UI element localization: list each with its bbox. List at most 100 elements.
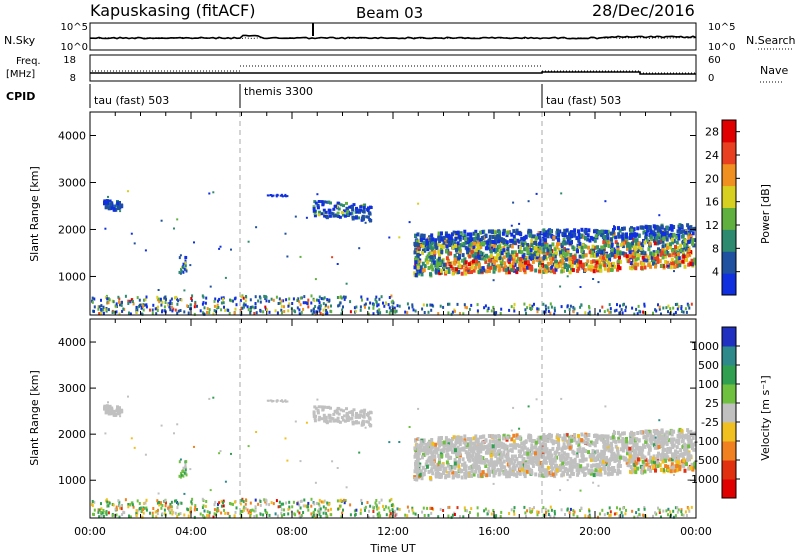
power-cell — [564, 309, 566, 313]
velocity-cell — [643, 506, 646, 509]
power-cell — [686, 223, 690, 228]
velocity-cell — [465, 442, 469, 447]
velocity-cell — [606, 445, 610, 450]
velocity-cell — [597, 435, 601, 440]
power-cell — [208, 192, 211, 195]
velocity-cell — [649, 434, 653, 439]
power-cell — [563, 253, 567, 258]
velocity-cell — [445, 448, 449, 453]
power-cell — [321, 203, 325, 207]
power-cell — [429, 303, 432, 307]
power-cell — [472, 245, 476, 250]
velocity-cell — [91, 500, 94, 503]
velocity-cell — [418, 472, 422, 477]
velocity-cell — [182, 466, 185, 470]
power-cell — [429, 264, 433, 269]
power-cell — [618, 255, 621, 260]
power-cell — [408, 306, 410, 310]
power-cell — [348, 212, 352, 216]
power-cell — [217, 299, 219, 303]
velocity-cell — [312, 412, 316, 416]
velocity-cell — [631, 509, 634, 513]
power-cell — [328, 299, 331, 303]
velocity-cell — [557, 452, 561, 456]
velocity-cell — [130, 501, 133, 505]
velocity-cell — [636, 431, 640, 435]
velocity-cell — [500, 510, 503, 514]
velocity-cell — [562, 451, 566, 456]
power-cell — [276, 311, 279, 315]
velocity-cell — [505, 458, 509, 462]
power-cell — [617, 234, 621, 239]
power-cell — [577, 266, 581, 271]
velocity-cell — [643, 469, 647, 474]
power-cell — [625, 305, 627, 309]
power-cell — [576, 248, 579, 250]
power-cell — [674, 260, 678, 265]
velocity-cell — [315, 513, 318, 517]
velocity-cell — [533, 445, 537, 450]
power-cell — [478, 262, 481, 267]
power-cell — [536, 307, 539, 311]
velocity-cell — [536, 513, 539, 517]
velocity-cell — [662, 441, 666, 446]
velocity-cell — [428, 448, 432, 452]
power-cell — [680, 307, 683, 310]
power-cell — [246, 305, 249, 309]
velocity-cell — [660, 515, 662, 519]
power-cell — [437, 236, 441, 241]
power-cell — [158, 300, 161, 304]
velocity-cell — [492, 452, 496, 457]
power-cell — [652, 311, 654, 315]
velocity-cell — [608, 467, 611, 472]
velocity-cell — [633, 462, 637, 467]
velocity-cell — [449, 455, 453, 460]
velocity-cell — [440, 472, 443, 477]
freq-label-1: Freq. — [16, 56, 41, 67]
velocity-cell — [398, 507, 401, 511]
velocity-cell — [543, 442, 547, 447]
power-cell — [498, 265, 502, 270]
power-cell — [528, 233, 532, 238]
velocity-cell — [177, 512, 180, 516]
velocity-cell — [609, 513, 612, 517]
power-cell — [675, 240, 679, 245]
power-cell — [667, 253, 671, 258]
velocity-cell — [474, 452, 478, 457]
power-cell — [427, 245, 430, 250]
velocity-cell — [596, 454, 600, 458]
velocity-cell — [667, 457, 671, 462]
velocity-cell — [577, 443, 581, 448]
velocity-cell — [593, 434, 596, 438]
velocity-cell — [263, 498, 266, 502]
velocity-cell — [131, 503, 134, 507]
power-cell — [687, 239, 691, 244]
velocity-cell — [109, 407, 113, 412]
power-cell — [233, 297, 236, 301]
power-cell — [180, 267, 183, 271]
velocity-cell — [193, 508, 196, 512]
velocity-cell — [427, 513, 430, 517]
power-cell — [544, 245, 548, 250]
power-cell — [142, 308, 145, 312]
power-cell — [427, 252, 431, 257]
velocity-cell — [546, 455, 550, 460]
velocity-cell — [351, 411, 354, 414]
velocity-cell — [388, 509, 391, 513]
velocity-cell — [619, 447, 623, 452]
velocity-cell — [609, 436, 613, 441]
velocity-cell — [534, 472, 538, 477]
velocity-cell — [628, 440, 632, 445]
power-cell — [455, 267, 459, 272]
power-cell — [666, 263, 670, 268]
velocity-cell — [474, 455, 478, 460]
power-cell — [428, 243, 432, 248]
velocity-cell — [476, 512, 479, 516]
power-cell — [160, 219, 163, 222]
velocity-cell — [160, 506, 163, 510]
power-cell — [345, 206, 349, 210]
power-cell — [671, 237, 674, 242]
power-cell — [367, 312, 370, 316]
velocity-cell — [372, 506, 375, 510]
velocity-cell — [538, 450, 542, 455]
